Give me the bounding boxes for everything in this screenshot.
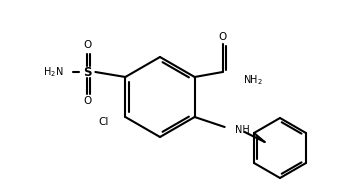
Text: O: O — [219, 32, 227, 42]
Text: O: O — [83, 40, 91, 50]
Text: Cl: Cl — [98, 117, 108, 127]
Text: S: S — [83, 66, 91, 79]
Text: O: O — [83, 96, 91, 106]
Text: NH$_2$: NH$_2$ — [243, 73, 262, 87]
Text: NH: NH — [235, 125, 250, 135]
Text: H$_2$N: H$_2$N — [43, 65, 63, 79]
